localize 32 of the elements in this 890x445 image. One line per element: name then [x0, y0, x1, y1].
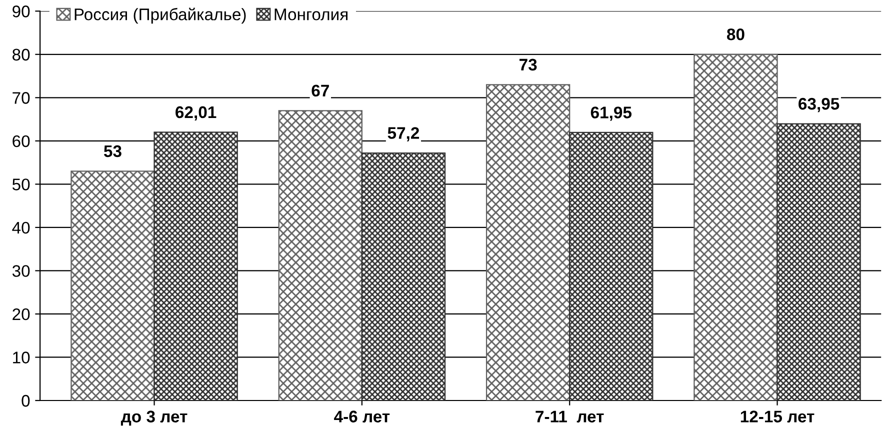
data-label: 53: [104, 145, 122, 158]
y-tick-label: 70: [12, 92, 30, 104]
data-label: 61,95: [590, 106, 632, 121]
x-tick-label: 12-15 лет: [740, 410, 814, 422]
data-label: 73: [520, 58, 537, 71]
bar: [278, 110, 362, 400]
y-tick-label: 40: [12, 222, 30, 234]
bar: [154, 132, 238, 400]
y-tick-label: 0: [22, 394, 30, 407]
y-tick-label: 30: [12, 265, 30, 277]
y-tick-label: 20: [12, 308, 30, 320]
bar: [694, 54, 778, 400]
data-label: 67: [312, 84, 329, 97]
y-tick-label: 90: [12, 6, 30, 18]
y-tick-label: 50: [12, 178, 30, 190]
data-label: 63,95: [798, 98, 840, 112]
y-tick-label: 60: [12, 135, 30, 148]
bar: [361, 152, 446, 400]
data-label: 80: [726, 28, 744, 40]
x-tick-label: 7-11 лет: [536, 410, 604, 422]
x-tick-label: до 3 лет: [120, 410, 188, 426]
data-label: 62,01: [176, 106, 216, 121]
bar: [70, 170, 155, 400]
bar: [486, 84, 570, 400]
bar: [776, 123, 861, 400]
legend-label: Россия (Прибайкалье): [74, 8, 246, 24]
bar: [569, 132, 654, 400]
y-tick-label: 10: [13, 352, 30, 364]
legend-label: Монголия: [274, 8, 348, 20]
x-tick-label: 4-6 лет: [334, 410, 390, 422]
data-label: 57,2: [388, 127, 420, 142]
y-tick-label: 80: [12, 48, 30, 61]
